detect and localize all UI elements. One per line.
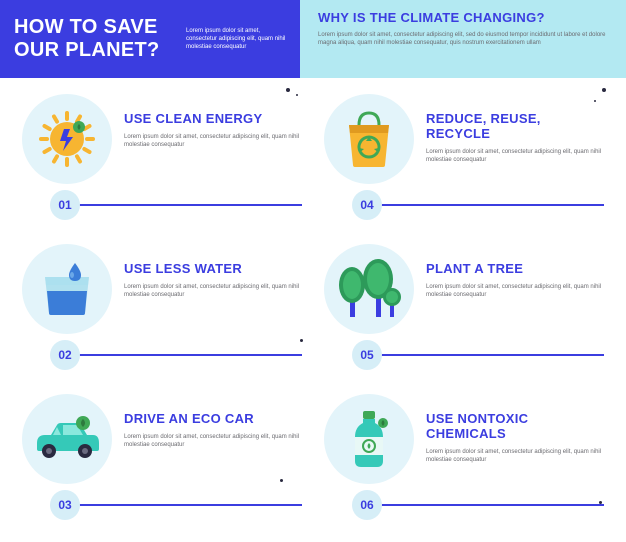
tip-item: REDUCE, REUSE, RECYCLE Lorem ipsum dolor…	[324, 94, 604, 230]
tip-number-badge: 05	[352, 340, 382, 370]
main-title: HOW TO SAVE OUR PLANET?	[14, 16, 176, 62]
tip-number-row: 02	[50, 340, 302, 370]
tip-number-row: 06	[352, 490, 604, 520]
tip-number-badge: 02	[50, 340, 80, 370]
header-right-panel: WHY IS THE CLIMATE CHANGING? Lorem ipsum…	[300, 0, 626, 78]
tip-number-row: 05	[352, 340, 604, 370]
trees-icon	[324, 244, 414, 334]
tip-underline	[380, 204, 604, 206]
tip-underline	[78, 504, 302, 506]
tip-text: Lorem ipsum dolor sit amet, consectetur …	[124, 283, 302, 299]
tip-title: USE NONTOXIC CHEMICALS	[426, 412, 604, 442]
tip-underline	[380, 354, 604, 356]
car-icon	[22, 394, 112, 484]
tip-number-row: 04	[352, 190, 604, 220]
tip-text: Lorem ipsum dolor sit amet, consectetur …	[124, 133, 302, 149]
water-icon	[22, 244, 112, 334]
decorative-dot	[280, 479, 283, 482]
bottle-icon	[324, 394, 414, 484]
tip-title: PLANT A TREE	[426, 262, 604, 277]
tip-title: REDUCE, REUSE, RECYCLE	[426, 112, 604, 142]
main-subtext: Lorem ipsum dolor sit amet, consectetur …	[186, 27, 286, 51]
tip-number-badge: 01	[50, 190, 80, 220]
tip-underline	[380, 504, 604, 506]
decorative-dot	[286, 88, 290, 92]
decorative-dot	[599, 501, 602, 504]
tip-item: USE NONTOXIC CHEMICALS Lorem ipsum dolor…	[324, 394, 604, 530]
tip-item: PLANT A TREE Lorem ipsum dolor sit amet,…	[324, 244, 604, 380]
tip-number-row: 01	[50, 190, 302, 220]
tip-underline	[78, 354, 302, 356]
decorative-dot	[594, 100, 596, 102]
tip-item: DRIVE AN ECO CAR Lorem ipsum dolor sit a…	[22, 394, 302, 530]
tip-title: DRIVE AN ECO CAR	[124, 412, 302, 427]
tip-title: USE LESS WATER	[124, 262, 302, 277]
tip-text: Lorem ipsum dolor sit amet, consectetur …	[426, 283, 604, 299]
tip-title: USE CLEAN ENERGY	[124, 112, 302, 127]
secondary-subtext: Lorem ipsum dolor sit amet, consectetur …	[318, 31, 608, 47]
tip-text: Lorem ipsum dolor sit amet, consectetur …	[426, 148, 604, 164]
tip-number-badge: 04	[352, 190, 382, 220]
decorative-dot	[602, 88, 606, 92]
items-grid: USE CLEAN ENERGY Lorem ipsum dolor sit a…	[0, 78, 626, 540]
tip-item: USE CLEAN ENERGY Lorem ipsum dolor sit a…	[22, 94, 302, 230]
tip-number-badge: 03	[50, 490, 80, 520]
header-left-panel: HOW TO SAVE OUR PLANET? Lorem ipsum dolo…	[0, 0, 300, 78]
decorative-dot	[296, 94, 298, 96]
header: HOW TO SAVE OUR PLANET? Lorem ipsum dolo…	[0, 0, 626, 78]
sun-icon	[22, 94, 112, 184]
tip-number-badge: 06	[352, 490, 382, 520]
tip-number-row: 03	[50, 490, 302, 520]
tip-item: USE LESS WATER Lorem ipsum dolor sit ame…	[22, 244, 302, 380]
bag-icon	[324, 94, 414, 184]
tip-text: Lorem ipsum dolor sit amet, consectetur …	[426, 448, 604, 464]
tip-text: Lorem ipsum dolor sit amet, consectetur …	[124, 433, 302, 449]
secondary-title: WHY IS THE CLIMATE CHANGING?	[318, 10, 608, 25]
tip-underline	[78, 204, 302, 206]
decorative-dot	[300, 339, 303, 342]
